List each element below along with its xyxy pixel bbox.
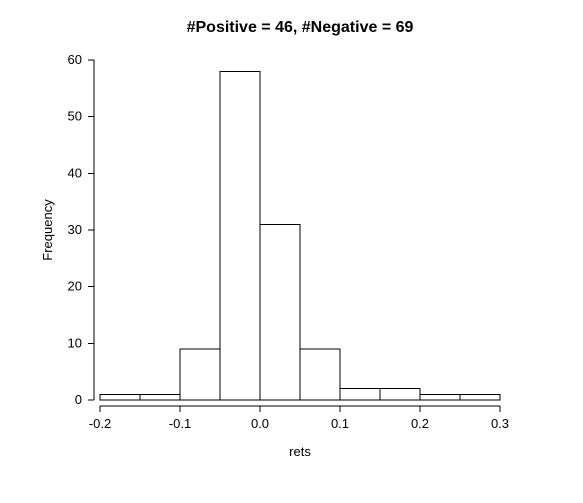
y-tick-label: 20 <box>68 279 82 294</box>
histogram-bar <box>180 349 220 400</box>
histogram-bar <box>460 394 500 400</box>
histogram-bar <box>420 394 460 400</box>
y-tick-label: 60 <box>68 52 82 67</box>
histogram-bar <box>380 389 420 400</box>
x-tick-label: -0.1 <box>169 416 191 431</box>
x-tick-label: 0.0 <box>251 416 269 431</box>
histogram-bar <box>100 394 140 400</box>
histogram-bar <box>220 71 260 400</box>
x-tick-label: 0.2 <box>411 416 429 431</box>
y-axis-label: Frequency <box>40 199 55 261</box>
histogram-bar <box>300 349 340 400</box>
y-tick-label: 50 <box>68 109 82 124</box>
chart-svg: #Positive = 46, #Negative = 69 -0.2 -0.1 0.… <box>0 0 583 503</box>
histogram-bar <box>140 394 180 400</box>
y-tick-label: 0 <box>75 392 82 407</box>
x-axis-label: rets <box>289 444 311 459</box>
y-tick-label: 10 <box>68 335 82 350</box>
chart-title: #Positive = 46, #Negative = 69 <box>187 19 414 36</box>
x-tick-label: 0.1 <box>331 416 349 431</box>
x-tick-label: 0.3 <box>491 416 509 431</box>
x-tick-label: -0.2 <box>89 416 111 431</box>
y-tick-label: 30 <box>68 222 82 237</box>
histogram-chart: #Positive = 46, #Negative = 69 -0.2 -0.1 0.… <box>0 0 583 503</box>
histogram-bar <box>260 224 300 400</box>
y-tick-label: 40 <box>68 165 82 180</box>
histogram-bar <box>340 389 380 400</box>
